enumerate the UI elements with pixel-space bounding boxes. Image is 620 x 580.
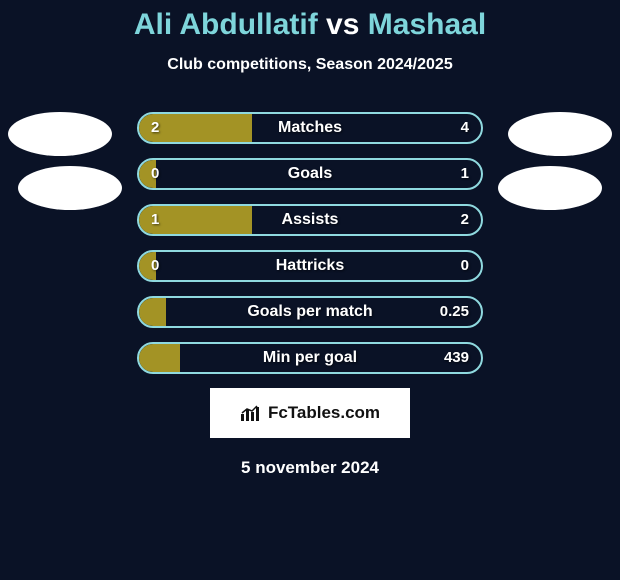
bar-right-value: 439 <box>444 344 469 372</box>
comparison-chart: 2 Matches 4 0 Goals 1 1 Assists 2 0 Hatt… <box>0 112 620 374</box>
chart-icon <box>240 404 262 422</box>
subtitle: Club competitions, Season 2024/2025 <box>0 56 620 74</box>
bar-row-goals-per-match: Goals per match 0.25 <box>137 296 483 328</box>
bar-row-hattricks: 0 Hattricks 0 <box>137 250 483 282</box>
bar-right-value: 2 <box>461 206 469 234</box>
header: Ali Abdullatif vs Mashaal Club competiti… <box>0 0 620 74</box>
bar-label: Goals <box>139 160 481 188</box>
avatar-left-2 <box>18 166 122 210</box>
bar-right-value: 4 <box>461 114 469 142</box>
avatar-right-2 <box>498 166 602 210</box>
bar-label: Hattricks <box>139 252 481 280</box>
avatar-left-1 <box>8 112 112 156</box>
bar-label: Assists <box>139 206 481 234</box>
bar-row-min-per-goal: Min per goal 439 <box>137 342 483 374</box>
bar-row-goals: 0 Goals 1 <box>137 158 483 190</box>
avatar-right-1 <box>508 112 612 156</box>
date-text: 5 november 2024 <box>0 458 620 478</box>
page-title: Ali Abdullatif vs Mashaal <box>0 8 620 42</box>
bar-right-value: 0 <box>461 252 469 280</box>
bar-row-matches: 2 Matches 4 <box>137 112 483 144</box>
bar-label: Min per goal <box>139 344 481 372</box>
bar-right-value: 0.25 <box>440 298 469 326</box>
bars-container: 2 Matches 4 0 Goals 1 1 Assists 2 0 Hatt… <box>137 112 483 374</box>
bar-row-assists: 1 Assists 2 <box>137 204 483 236</box>
player1-name: Ali Abdullatif <box>134 8 318 41</box>
logo-text: FcTables.com <box>268 403 380 423</box>
player2-name: Mashaal <box>368 8 486 41</box>
bar-right-value: 1 <box>461 160 469 188</box>
logo-box: FcTables.com <box>210 388 410 438</box>
vs-text: vs <box>326 8 359 41</box>
bar-label: Matches <box>139 114 481 142</box>
bar-label: Goals per match <box>139 298 481 326</box>
